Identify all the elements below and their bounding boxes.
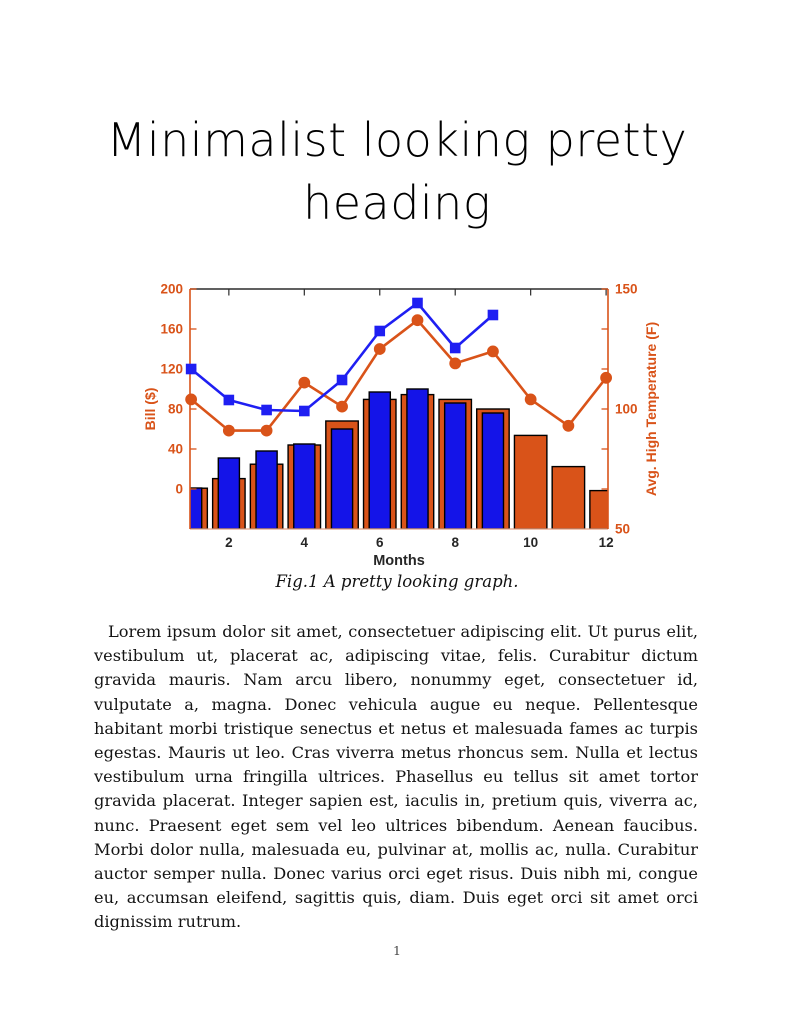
page-title-line2: heading bbox=[303, 176, 491, 230]
svg-text:120: 120 bbox=[160, 362, 183, 377]
page-title: Minimalist looking pretty heading bbox=[0, 109, 794, 235]
bill-line-markers bbox=[185, 297, 499, 417]
svg-text:100: 100 bbox=[615, 402, 638, 417]
x-axis-labels: 2 4 6 8 10 12 Months bbox=[225, 535, 614, 569]
temperature-line-markers bbox=[185, 314, 613, 437]
svg-text:4: 4 bbox=[301, 535, 309, 550]
svg-text:40: 40 bbox=[168, 442, 183, 457]
right-axis-title: Avg. High Temperature (F) bbox=[643, 322, 659, 496]
figure-caption: Fig.1 A pretty looking graph. bbox=[275, 572, 519, 591]
svg-text:160: 160 bbox=[160, 322, 183, 337]
y-axis-left: 0 40 80 120 160 200 bbox=[160, 282, 197, 497]
svg-text:0: 0 bbox=[175, 482, 183, 497]
temperature-line bbox=[190, 318, 608, 432]
temperature-bars-group bbox=[190, 393, 608, 529]
body-paragraph: Lorem ipsum dolor sit amet, consectetuer… bbox=[94, 622, 698, 932]
figure-chart-svg: 0 40 80 120 160 200 50 100 150 2 4 6 8 10 12 Months Bill… bbox=[142, 282, 659, 570]
figure-chart: 0 40 80 120 160 200 50 100 150 2 4 6 8 10 12 Months Bill… bbox=[140, 276, 670, 576]
svg-text:6: 6 bbox=[376, 535, 384, 550]
bill-line bbox=[190, 301, 494, 413]
svg-text:50: 50 bbox=[615, 522, 630, 537]
svg-text:8: 8 bbox=[451, 535, 459, 550]
bill-bars-group bbox=[190, 388, 505, 529]
page-number: 1 bbox=[393, 943, 401, 958]
page-title-line1: Minimalist looking pretty bbox=[106, 113, 688, 167]
left-axis-title: Bill ($) bbox=[142, 388, 158, 431]
y-axis-right: 50 100 150 bbox=[601, 282, 638, 537]
svg-text:10: 10 bbox=[523, 535, 538, 550]
svg-text:150: 150 bbox=[615, 282, 638, 297]
svg-text:200: 200 bbox=[160, 282, 183, 297]
svg-text:80: 80 bbox=[168, 402, 183, 417]
svg-text:12: 12 bbox=[599, 535, 614, 550]
x-axis-title: Months bbox=[373, 553, 425, 569]
svg-text:2: 2 bbox=[225, 535, 233, 550]
x-axis-top-ticks bbox=[228, 289, 607, 296]
